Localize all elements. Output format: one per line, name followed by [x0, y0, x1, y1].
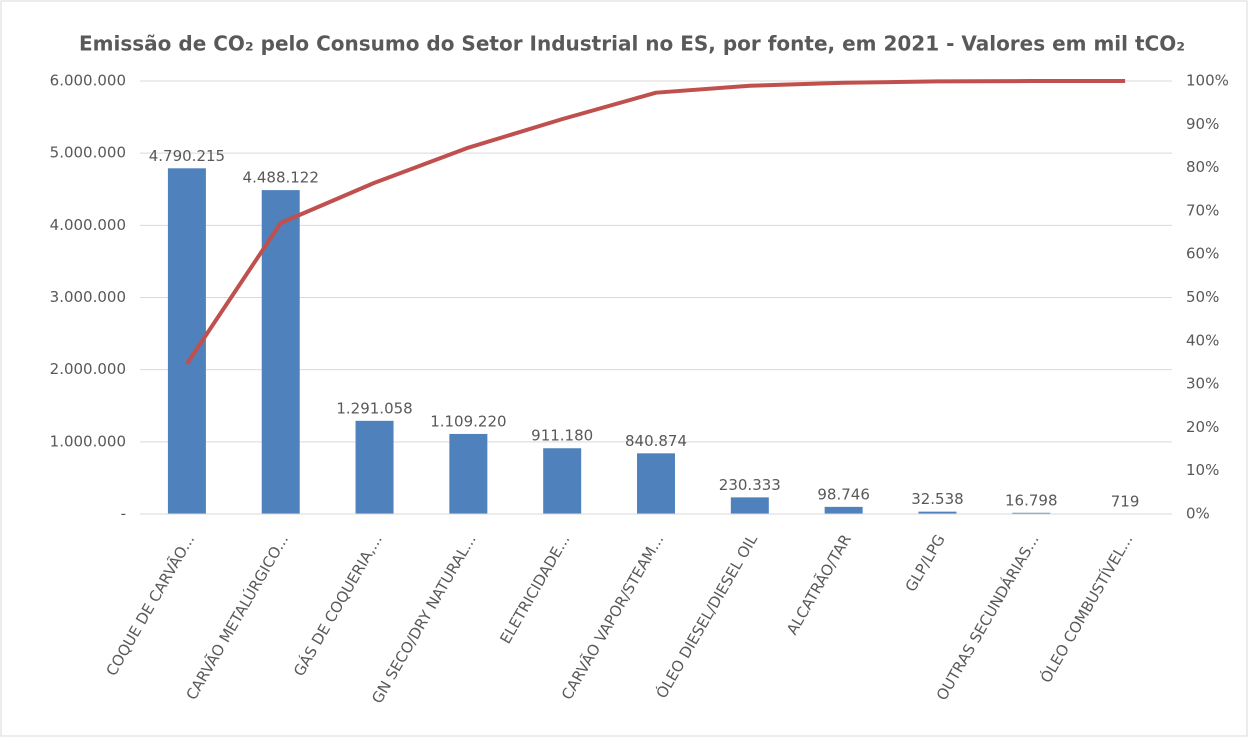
data-label: 911.180	[531, 427, 593, 445]
data-label: 1.291.058	[336, 399, 412, 417]
bar	[449, 433, 488, 514]
y2-tick-label: 0%	[1186, 505, 1210, 523]
y2-tick-label: 30%	[1186, 375, 1219, 393]
y2-tick-label: 40%	[1186, 331, 1219, 349]
cumulative-line	[185, 79, 1126, 365]
data-label: 32.538	[911, 490, 964, 508]
y2-tick-label: 70%	[1186, 201, 1219, 219]
bar	[730, 497, 769, 514]
y-tick-label: 5.000.000	[50, 144, 126, 162]
y-tick-label: 3.000.000	[50, 288, 126, 306]
y2-tick-label: 20%	[1186, 418, 1219, 436]
data-label: 840.874	[625, 432, 687, 450]
data-label: 1.109.220	[430, 412, 506, 430]
y-tick-label: 6.000.000	[50, 72, 126, 90]
y2-tick-label: 10%	[1186, 461, 1219, 479]
data-label: 230.333	[719, 476, 781, 494]
data-label: 719	[1111, 492, 1140, 510]
data-label: 4.790.215	[149, 147, 225, 165]
y2-tick-label: 90%	[1186, 115, 1219, 133]
bar	[637, 453, 675, 514]
bar	[261, 190, 300, 515]
bar	[1012, 512, 1051, 514]
bar	[543, 448, 582, 514]
data-label: 98.746	[817, 485, 870, 503]
y2-tick-label: 50%	[1186, 288, 1219, 306]
data-label: 16.798	[1005, 491, 1058, 509]
data-label: 4.488.122	[243, 169, 319, 187]
y2-tick-label: 80%	[1186, 158, 1219, 176]
y-tick-label: -	[121, 505, 126, 523]
bar	[918, 511, 957, 514]
bar	[824, 506, 863, 514]
y-tick-label: 1.000.000	[50, 432, 126, 450]
y-tick-label: 2.000.000	[50, 360, 126, 378]
y2-tick-label: 100%	[1186, 72, 1229, 90]
y-tick-label: 4.000.000	[50, 216, 126, 234]
chart-title: Emissão de CO₂ pelo Consumo do Setor Ind…	[79, 32, 1185, 56]
bar	[355, 420, 394, 514]
y2-tick-label: 60%	[1186, 245, 1219, 263]
